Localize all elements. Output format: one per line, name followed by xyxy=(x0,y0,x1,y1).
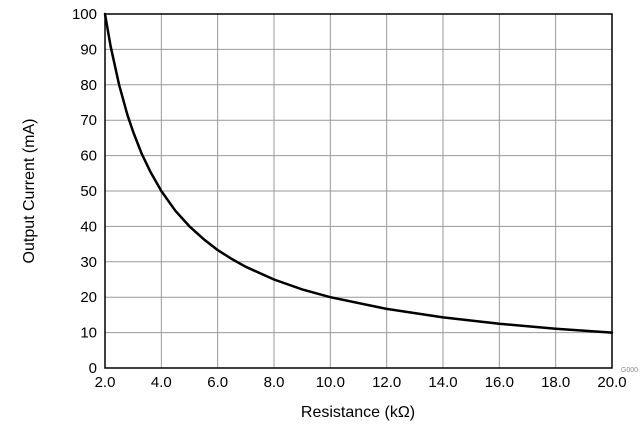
x-tick-label: 20.0 xyxy=(597,374,626,391)
data-curve xyxy=(103,12,614,334)
y-tick-label: 50 xyxy=(80,183,97,200)
figure-watermark: G000 xyxy=(620,367,638,374)
y-tick-label: 60 xyxy=(80,148,97,165)
y-tick-label: 30 xyxy=(80,254,97,271)
x-tick-label: 10.0 xyxy=(316,374,345,391)
y-axis-title: Output Current (mA) xyxy=(21,118,38,264)
x-tick-label: 16.0 xyxy=(485,374,514,391)
x-axis-title: Resistance (kΩ) xyxy=(300,404,416,421)
x-tick-label: 14.0 xyxy=(428,374,457,391)
y-tick-label: 90 xyxy=(80,41,97,58)
y-tick-label: 10 xyxy=(80,325,97,342)
y-tick-label: 0 xyxy=(89,360,97,377)
y-tick-label: 40 xyxy=(80,218,97,235)
x-tick-label: 18.0 xyxy=(541,374,570,391)
plot-border xyxy=(104,13,613,369)
x-tick-label: 6.0 xyxy=(207,374,228,391)
y-tick-label: 100 xyxy=(72,6,97,23)
x-tick-label: 8.0 xyxy=(264,374,285,391)
y-tick-label: 80 xyxy=(80,77,97,94)
x-tick-label: 4.0 xyxy=(151,374,172,391)
y-tick-label: 20 xyxy=(80,289,97,306)
y-tick-label: 70 xyxy=(80,112,97,129)
x-tick-label: 2.0 xyxy=(95,374,116,391)
x-tick-label: 12.0 xyxy=(372,374,401,391)
